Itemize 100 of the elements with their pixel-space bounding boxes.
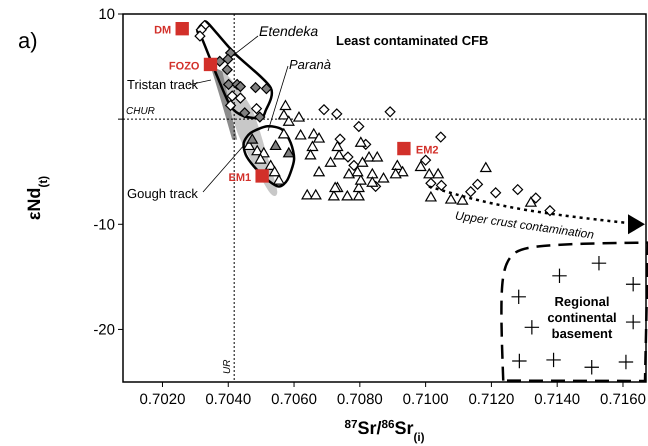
point xyxy=(465,186,476,198)
x-tick-label: 0.7080 xyxy=(336,391,383,408)
annotation: EM1 xyxy=(228,172,252,184)
point xyxy=(283,147,294,158)
point xyxy=(268,166,280,176)
annotation: Least contaminated CFB xyxy=(336,33,488,48)
point xyxy=(223,78,234,90)
point xyxy=(348,160,360,171)
point xyxy=(445,194,457,204)
point xyxy=(310,189,322,200)
x-tick-label: 0.7100 xyxy=(402,391,449,408)
point xyxy=(246,134,258,144)
point xyxy=(432,168,444,178)
point xyxy=(176,22,189,36)
point xyxy=(250,82,262,94)
point xyxy=(304,149,316,160)
point xyxy=(294,129,306,140)
point xyxy=(234,81,246,92)
point xyxy=(254,112,266,122)
point xyxy=(313,166,325,176)
point xyxy=(342,190,354,201)
x-tick-label: 0.7040 xyxy=(205,391,252,408)
point xyxy=(283,116,294,126)
point xyxy=(251,103,262,114)
point xyxy=(332,141,344,152)
point xyxy=(356,156,368,167)
point xyxy=(436,180,447,191)
x-tick-label: 0.7120 xyxy=(468,391,514,408)
annotation: EM2 xyxy=(416,144,439,157)
point xyxy=(318,104,330,116)
x-tick-label: 0.7160 xyxy=(600,391,646,408)
point xyxy=(306,141,318,152)
point xyxy=(251,145,263,156)
annotation: FOZO xyxy=(168,60,200,72)
point xyxy=(424,168,435,178)
annotation: Gough track xyxy=(127,186,198,201)
point xyxy=(525,196,537,207)
point xyxy=(293,112,305,122)
point xyxy=(280,100,292,110)
point xyxy=(378,172,390,183)
point xyxy=(352,166,364,176)
ref-line-label: CHUR xyxy=(126,106,155,118)
point xyxy=(366,168,378,178)
point xyxy=(331,108,342,120)
x-tick-label: 0.7140 xyxy=(534,391,580,408)
point xyxy=(270,140,282,150)
point xyxy=(260,83,272,94)
x-axis-title: $^{87}$Sr/$^{86}$Sr$_{(i)}$ xyxy=(344,418,425,444)
point xyxy=(254,154,266,164)
point xyxy=(480,162,492,172)
y-tick-label: 10 xyxy=(98,6,115,23)
ref-line-label: UR xyxy=(222,360,234,374)
point xyxy=(226,90,238,102)
point xyxy=(222,64,233,76)
point xyxy=(384,106,396,118)
x-tick-label: 0.7020 xyxy=(140,391,186,408)
point xyxy=(239,107,250,118)
point xyxy=(194,30,206,42)
point xyxy=(355,136,367,147)
point xyxy=(472,178,484,190)
point xyxy=(225,100,236,111)
point xyxy=(329,182,341,192)
point xyxy=(353,121,364,132)
point xyxy=(397,142,411,156)
point xyxy=(222,54,234,65)
point xyxy=(255,169,269,183)
point xyxy=(313,132,325,143)
text: a) xyxy=(18,28,38,53)
point xyxy=(390,168,402,178)
annotation: Regional continental basement xyxy=(547,294,617,341)
x-tick-label: 0.7060 xyxy=(271,391,317,408)
point xyxy=(512,184,524,196)
point xyxy=(204,58,218,72)
annotation: DM xyxy=(154,24,172,37)
annotation: Etendeka xyxy=(259,23,318,39)
y-tick-label: -20 xyxy=(93,321,115,338)
point xyxy=(530,192,542,204)
point xyxy=(278,109,290,120)
annotation: Tristan track xyxy=(127,77,199,92)
point xyxy=(435,132,446,142)
point xyxy=(420,154,432,166)
point xyxy=(343,168,355,178)
point xyxy=(456,194,468,205)
point xyxy=(490,187,502,198)
point xyxy=(324,156,336,167)
point xyxy=(234,92,246,104)
point xyxy=(372,152,383,162)
point xyxy=(355,174,367,185)
point xyxy=(425,178,436,189)
point xyxy=(301,189,313,200)
point xyxy=(334,134,346,145)
point xyxy=(425,191,437,202)
point xyxy=(366,176,378,187)
point xyxy=(414,161,426,172)
annotation: Upper crust contamination xyxy=(454,208,596,242)
point xyxy=(342,152,354,162)
point xyxy=(278,128,290,138)
annotation: Paranà xyxy=(289,57,331,72)
y-tick-label: -10 xyxy=(93,216,115,234)
point xyxy=(273,174,285,185)
